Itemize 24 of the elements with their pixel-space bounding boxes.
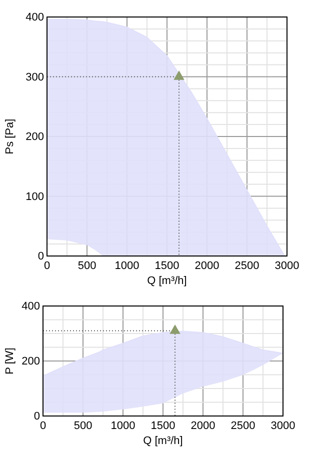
- x-tick-label: 3000: [274, 260, 300, 272]
- x-tick-label: 3000: [270, 420, 296, 432]
- x-tick-label: 2000: [194, 260, 220, 272]
- x-tick-label: 500: [74, 420, 92, 432]
- x-tick-label: 1000: [114, 260, 140, 272]
- y-axis-title: Ps [Pa]: [4, 118, 16, 154]
- y-axis-title: P [W]: [4, 348, 16, 374]
- x-axis-title: Q [m³/h]: [147, 275, 187, 287]
- x-tick-label: 2500: [230, 420, 256, 432]
- y-tick-label: 400: [22, 300, 40, 313]
- y-tick-label: 400: [26, 12, 44, 24]
- x-tick-label: 1000: [110, 420, 136, 432]
- y-tick-label: 100: [26, 190, 44, 203]
- x-tick-label: 1500: [154, 260, 180, 272]
- y-tick-label: 200: [26, 131, 44, 144]
- y-tick-label: 300: [26, 71, 44, 84]
- y-tick-label: 0: [34, 410, 40, 423]
- x-tick-label: 500: [78, 260, 96, 272]
- y-tick-label: 0: [38, 250, 44, 263]
- x-tick-label: 2000: [190, 420, 216, 432]
- x-tick-label: 2500: [234, 260, 260, 272]
- y-tick-label: 200: [22, 356, 40, 368]
- x-axis-title: Q [m³/h]: [143, 435, 183, 447]
- x-tick-label: 1500: [150, 420, 176, 432]
